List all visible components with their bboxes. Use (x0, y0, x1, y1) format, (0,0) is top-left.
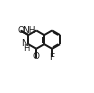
Text: F: F (50, 53, 55, 62)
Text: H: H (24, 44, 30, 53)
Text: O: O (33, 52, 40, 61)
Text: O: O (17, 26, 24, 35)
Text: NH: NH (22, 26, 36, 35)
Text: N: N (21, 39, 28, 48)
